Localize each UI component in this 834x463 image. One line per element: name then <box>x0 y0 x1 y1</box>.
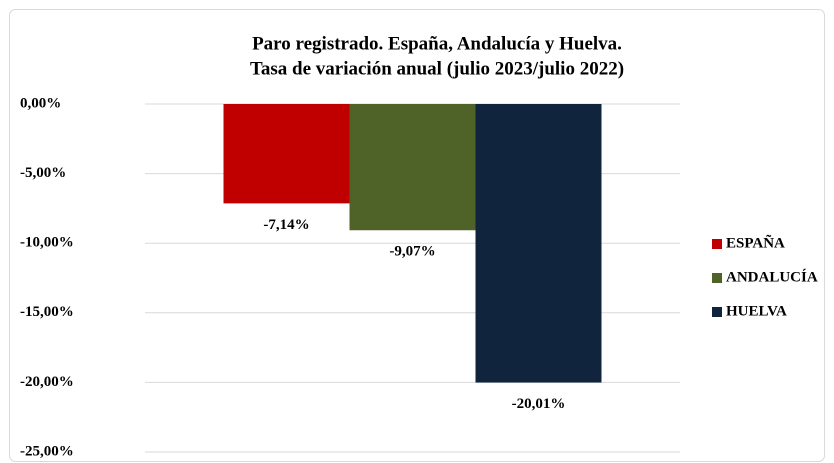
chart-border <box>9 9 825 462</box>
y-tick-label: -10,00% <box>20 235 74 251</box>
data-label: -7,14% <box>263 217 309 233</box>
legend-label: ESPAÑA <box>726 233 785 251</box>
y-tick-label: 0,00% <box>20 95 61 111</box>
legend-swatch <box>712 239 722 249</box>
legend-swatch <box>712 273 722 283</box>
bar <box>475 104 602 383</box>
legend-label: HUELVA <box>726 303 787 319</box>
bar <box>349 104 476 231</box>
y-tick-label: -15,00% <box>20 304 74 320</box>
chart-title: Paro registrado. España, Andalucía y Hue… <box>252 33 622 54</box>
bar <box>223 104 350 204</box>
y-tick-label: -25,00% <box>20 443 74 459</box>
data-label: -9,07% <box>389 244 435 260</box>
legend-swatch <box>712 307 722 317</box>
y-tick-label: -5,00% <box>20 165 66 181</box>
chart-title: Tasa de variación anual (julio 2023/juli… <box>250 58 624 79</box>
data-label: -20,01% <box>512 396 566 412</box>
y-tick-label: -20,00% <box>20 374 74 390</box>
legend-label: ANDALUCÍA <box>726 268 818 285</box>
